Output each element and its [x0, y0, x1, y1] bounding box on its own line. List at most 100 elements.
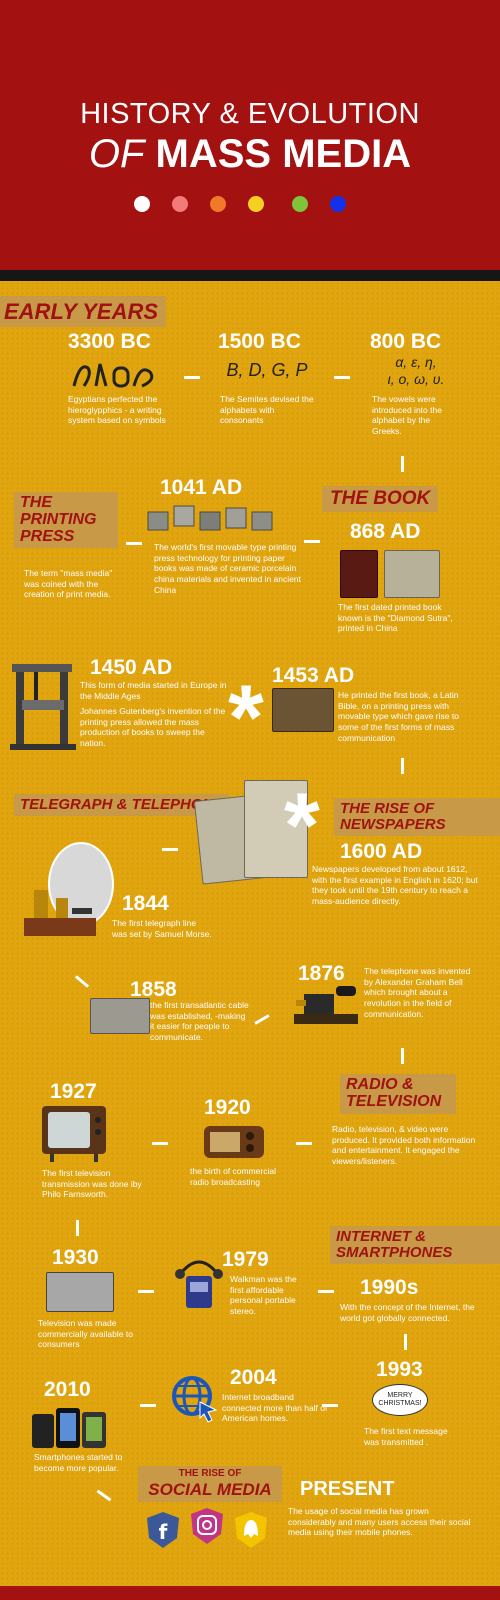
title-main: MASS MEDIA: [155, 132, 412, 176]
connector: [404, 1334, 407, 1350]
gutenberg-bible-image: [272, 688, 334, 732]
greek-vowels-2: ι, ο, ω, υ.: [387, 371, 445, 387]
section-internet-smartphones: INTERNET & SMARTPHONES: [330, 1226, 500, 1264]
year-1844: 1844: [122, 892, 169, 915]
telegraph-machine-icon: [24, 890, 96, 936]
color-dot-6: [330, 196, 346, 212]
diamond-sutra-page-image: [384, 550, 440, 598]
year-1990s: 1990s: [360, 1276, 419, 1299]
desc-3300bc: Egyptians perfected the hieroglypphics -…: [68, 394, 166, 426]
title-of: OF: [88, 132, 145, 176]
year-1993: 1993: [376, 1358, 423, 1381]
globe-cursor-icon: [172, 1376, 218, 1423]
desc-1927: The first television transmission was do…: [42, 1168, 142, 1200]
section-telegraph-telephone: TELEGRAPH & TELEPHONE: [14, 794, 230, 816]
facebook-icon: f: [147, 1512, 179, 1548]
section-the-book: THE BOOK: [322, 486, 439, 512]
year-1920: 1920: [204, 1096, 251, 1119]
desc-1876: The telephone was invented by Alexander …: [364, 966, 471, 1019]
year-1927: 1927: [50, 1080, 97, 1103]
connector: [304, 540, 320, 543]
smartphones-icon: [32, 1408, 106, 1448]
year-1979: 1979: [222, 1248, 269, 1271]
connector: [140, 1404, 156, 1407]
transatlantic-cable-image: [90, 998, 150, 1034]
asterisk-icon: *: [228, 667, 264, 769]
desc-1858: the first transatlantic cable was establ…: [150, 1000, 249, 1042]
social-label-small: THE RISE OF: [178, 1468, 242, 1479]
color-dot-5: [292, 196, 308, 212]
desc-868ad: The first dated printed book known is th…: [338, 602, 453, 634]
desc-1993: The first text message was transmitted .: [364, 1426, 448, 1447]
year-1600ad: 1600 AD: [340, 840, 423, 863]
year-1876: 1876: [298, 962, 345, 985]
year-1500bc: 1500 BC: [218, 330, 301, 353]
desc-1500bc: The Semites devised the alphabets with c…: [220, 394, 314, 426]
desc-2004: Internet broadband connected more than h…: [222, 1392, 328, 1424]
social-label-big: SOCIAL MEDIA: [148, 1480, 272, 1499]
connector: [334, 376, 350, 379]
present-title: PRESENT: [300, 1478, 395, 1500]
section-newspapers: THE RISE OF NEWSPAPERS: [334, 798, 500, 836]
connector: [401, 1048, 404, 1064]
year-1930: 1930: [52, 1246, 99, 1269]
vintage-radio-icon: [204, 1126, 264, 1158]
desc-800bc: The vowels were introduced into the alph…: [372, 394, 442, 436]
desc-1930: Television was made commercially availab…: [38, 1318, 133, 1350]
desc-1453ad: He printed the first book, a Latin Bible…: [338, 690, 459, 743]
present-desc: The usage of social media has grown cons…: [288, 1506, 471, 1538]
section-social-media: [138, 1466, 282, 1502]
press-note: The term "mass media" was coined with th…: [24, 568, 113, 600]
connector: [126, 542, 142, 545]
vintage-television-icon: [42, 1106, 106, 1162]
desc-1979: Walkman was the first affordable persona…: [230, 1274, 297, 1316]
old-newspaper-front-image: [244, 780, 308, 878]
year-1858: 1858: [130, 978, 177, 1001]
1930s-television-photo: [46, 1272, 114, 1312]
hieroglyphics-icon: [72, 363, 154, 388]
desc-1990s: With the concept of the Internet, the wo…: [340, 1302, 475, 1323]
year-1041ad: 1041 AD: [160, 476, 243, 499]
connector: [162, 848, 178, 851]
antique-telephone-icon: [294, 986, 358, 1024]
title-line-2: OF MASS MEDIA: [0, 132, 500, 177]
instagram-icon: [191, 1508, 223, 1544]
year-2004: 2004: [230, 1366, 277, 1389]
svg-text:f: f: [159, 1520, 168, 1544]
greek-vowels-1: α, ε, η,: [395, 354, 437, 370]
connector: [152, 1142, 168, 1145]
movable-type-blocks-icon: [147, 505, 273, 531]
title-line-1: HISTORY & EVOLUTION: [80, 98, 420, 130]
desc-1844: The first telegraph line was set by Samu…: [112, 918, 212, 939]
year-1453ad: 1453 AD: [272, 664, 355, 687]
color-dot-4: [248, 196, 264, 212]
desc-1450ad-1: This form of media started in Europe in …: [80, 680, 227, 701]
diamond-sutra-cover-image: [340, 550, 378, 598]
connector: [401, 758, 404, 774]
section-printing-press: THE PRINTING PRESS: [14, 492, 118, 549]
asterisk-icon: *: [284, 775, 320, 877]
year-2010: 2010: [44, 1378, 91, 1401]
walkman-icon: [175, 1260, 223, 1308]
desc-1450ad-2: Johannes Gutenberg's invention of the pr…: [80, 706, 226, 748]
radio-note: Radio, television, & video were produced…: [332, 1124, 476, 1166]
text-message-bubble: MERRY CHRISTMAS!: [372, 1384, 428, 1416]
desc-2010: Smartphones started to become more popul…: [34, 1452, 123, 1473]
connector: [322, 1404, 338, 1407]
footer-band: [0, 1586, 500, 1600]
desc-1920: the birth of commercial radio broadcasti…: [190, 1166, 276, 1187]
section-radio-television: RADIO & TELEVISION: [340, 1074, 456, 1114]
connector: [76, 1220, 79, 1236]
connector: [138, 1290, 154, 1293]
desc-1041ad: The world's first movable type printing …: [154, 542, 301, 595]
desc-1600ad: Newspapers developed from about 1612, wi…: [312, 864, 478, 906]
connector: [296, 1142, 312, 1145]
color-dot-2: [172, 196, 188, 212]
year-1450ad: 1450 AD: [90, 656, 173, 679]
header-banner: [0, 0, 500, 270]
year-868ad: 868 AD: [350, 520, 421, 543]
color-dot-3: [210, 196, 226, 212]
alphabet-symbols: B, D, G, P: [226, 360, 308, 380]
printing-press-icon: [10, 664, 76, 750]
header-divider: [0, 270, 500, 281]
